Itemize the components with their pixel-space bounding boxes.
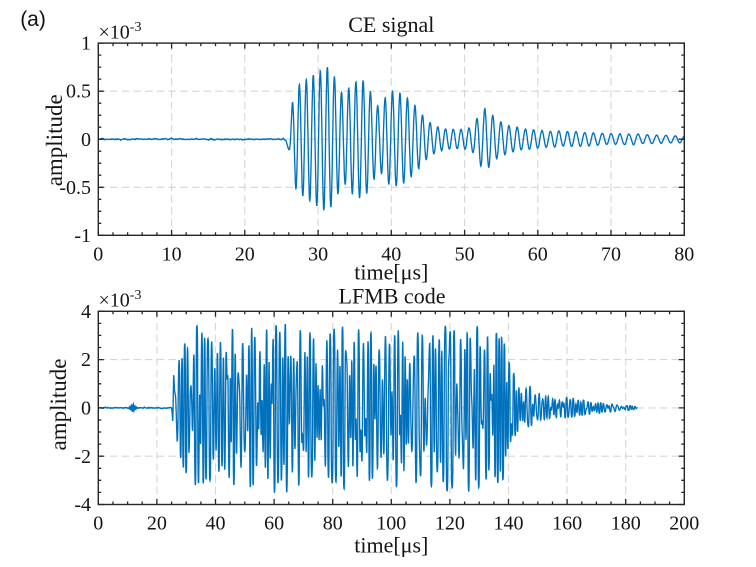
svg-text:80: 80	[323, 512, 343, 534]
svg-text:-0.5: -0.5	[59, 177, 91, 199]
svg-text:amplitude: amplitude	[46, 359, 71, 451]
svg-text:0: 0	[81, 129, 91, 151]
svg-text:0: 0	[81, 398, 91, 420]
svg-text:60: 60	[528, 243, 548, 265]
svg-text:120: 120	[435, 512, 465, 534]
svg-text:160: 160	[552, 512, 582, 534]
svg-text:40: 40	[206, 512, 226, 534]
svg-text:30: 30	[308, 243, 328, 265]
svg-text:(a): (a)	[20, 8, 46, 31]
svg-text:-2: -2	[74, 446, 91, 468]
svg-text:0.5: 0.5	[66, 81, 91, 103]
svg-text:70: 70	[601, 243, 621, 265]
svg-text:0: 0	[93, 512, 103, 534]
svg-text:20: 20	[235, 243, 255, 265]
svg-text:CE signal: CE signal	[348, 12, 434, 37]
svg-text:0: 0	[93, 243, 103, 265]
svg-text:amplitude: amplitude	[42, 94, 67, 186]
svg-text:time[μs]: time[μs]	[354, 533, 428, 558]
svg-text:40: 40	[381, 243, 401, 265]
svg-text:2: 2	[81, 349, 91, 371]
svg-text:10: 10	[162, 243, 182, 265]
svg-text:LFMB code: LFMB code	[339, 283, 446, 308]
svg-text:60: 60	[264, 512, 284, 534]
svg-text:20: 20	[147, 512, 167, 534]
svg-text:4: 4	[81, 301, 91, 323]
svg-text:-4: -4	[74, 494, 91, 516]
svg-text:80: 80	[674, 243, 694, 265]
svg-text:100: 100	[376, 512, 406, 534]
svg-text:time[μs]: time[μs]	[354, 260, 428, 285]
svg-text:-1: -1	[74, 225, 91, 247]
svg-text:140: 140	[494, 512, 524, 534]
svg-text:180: 180	[611, 512, 641, 534]
svg-text:1: 1	[81, 33, 91, 55]
svg-text:50: 50	[455, 243, 475, 265]
svg-text:200: 200	[669, 512, 699, 534]
